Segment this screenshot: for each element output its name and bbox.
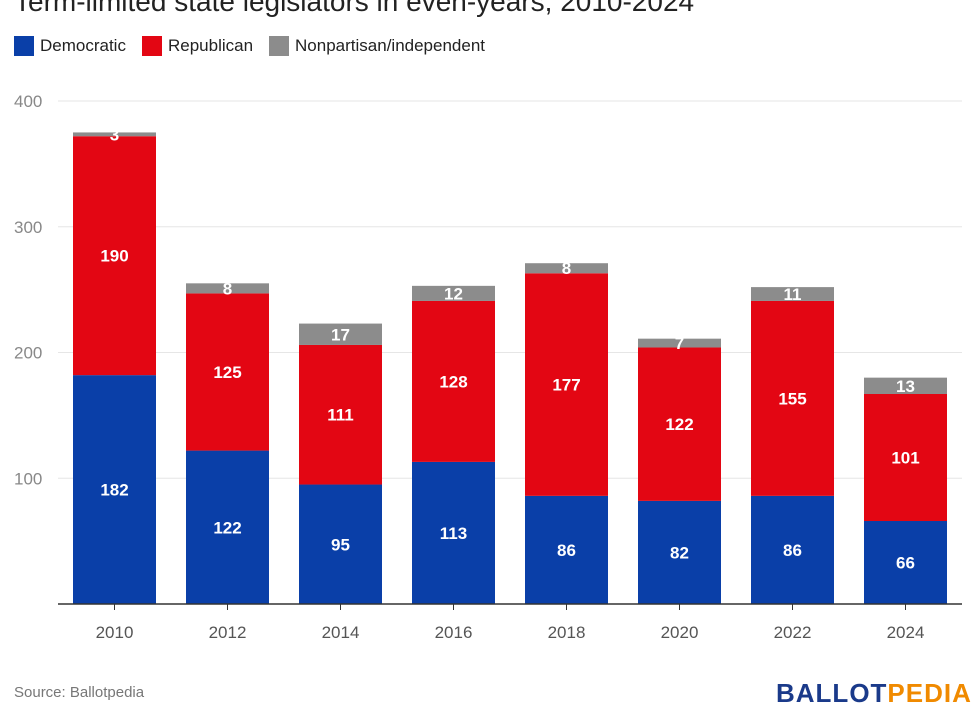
data-label: 95 [331, 535, 350, 554]
x-tick-label: 2012 [209, 623, 247, 642]
bar-segment-republican [299, 344, 382, 485]
data-label: 66 [896, 554, 915, 573]
data-label: 7 [675, 334, 684, 353]
bar-segment-democratic [73, 375, 156, 604]
x-tick-label: 2010 [96, 623, 134, 642]
bar-segment-nonpartisan [299, 323, 382, 345]
bar-segment-republican [525, 273, 608, 496]
bar-chart: 1002003004001821903201012212582012951111… [14, 92, 962, 642]
data-label: 3 [110, 125, 119, 144]
bar-segment-democratic [412, 461, 495, 604]
data-label: 111 [327, 406, 354, 425]
legend: Democratic Republican Nonpartisan/indepe… [14, 36, 485, 56]
bar-segment-nonpartisan [525, 263, 608, 274]
bar-segment-republican [864, 393, 947, 522]
data-label: 190 [100, 247, 128, 266]
chart-title: Term-limited state legislators in even-y… [14, 0, 695, 17]
bar-segment-republican [638, 347, 721, 501]
y-tick-label: 300 [14, 218, 42, 237]
bar-segment-republican [73, 136, 156, 376]
legend-swatch-democratic [14, 36, 34, 56]
data-label: 122 [213, 518, 241, 537]
x-tick-label: 2014 [322, 623, 360, 642]
bar-segment-democratic [751, 495, 834, 604]
bar-segment-democratic [299, 484, 382, 604]
y-tick-label: 200 [14, 344, 42, 363]
data-label: 82 [670, 543, 689, 562]
bar-segment-nonpartisan [751, 287, 834, 301]
bar-segment-democratic [186, 450, 269, 604]
logo-part-ballot: BALLOT [776, 678, 888, 708]
data-label: 13 [896, 377, 915, 396]
source-note: Source: Ballotpedia [14, 684, 145, 701]
data-label: 155 [778, 389, 806, 408]
bar-segment-nonpartisan [864, 377, 947, 394]
data-label: 125 [213, 363, 241, 382]
data-label: 8 [562, 259, 571, 278]
data-label: 113 [440, 524, 467, 543]
x-tick-label: 2024 [887, 623, 925, 642]
data-label: 12 [444, 284, 463, 303]
bar-segment-republican [412, 300, 495, 462]
bar-segment-nonpartisan [412, 285, 495, 301]
legend-swatch-republican [141, 36, 162, 56]
y-tick-label: 100 [14, 469, 42, 488]
legend-item-republican: Republican [141, 36, 254, 56]
bar-segment-democratic [638, 500, 721, 604]
bar-segment-republican [186, 293, 269, 451]
data-label: 182 [100, 481, 128, 500]
bar-segment-democratic [525, 495, 608, 604]
bar-segment-democratic [864, 521, 947, 604]
data-label: 128 [439, 372, 467, 391]
legend-item-nonpartisan: Nonpartisan/independent [269, 36, 485, 56]
data-label: 122 [665, 415, 693, 434]
data-label: 17 [331, 325, 350, 344]
logo-part-pedia: PEDIA [887, 678, 972, 708]
x-tick-label: 2020 [661, 623, 699, 642]
bar-segment-nonpartisan [186, 283, 269, 294]
data-label: 8 [223, 279, 232, 298]
bar-segment-nonpartisan [638, 338, 721, 348]
data-label: 86 [557, 541, 576, 560]
bar-segment-republican [751, 300, 834, 496]
data-label: 86 [783, 541, 802, 560]
data-label: 11 [784, 285, 802, 304]
legend-swatch-nonpartisan [269, 36, 290, 56]
y-tick-label: 400 [14, 92, 42, 111]
ballotpedia-logo: BALLOTPEDIA [776, 678, 972, 709]
data-label: 177 [552, 376, 580, 395]
legend-label-nonpartisan: Nonpartisan/independent [295, 36, 486, 55]
legend-item-democratic: Democratic [14, 36, 126, 56]
legend-label-democratic: Democratic [40, 36, 126, 55]
x-tick-label: 2022 [774, 623, 812, 642]
bar-segment-nonpartisan [73, 132, 156, 137]
legend-label-republican: Republican [167, 36, 254, 55]
data-label: 101 [891, 449, 919, 468]
x-tick-label: 2016 [435, 623, 473, 642]
x-tick-label: 2018 [548, 623, 586, 642]
